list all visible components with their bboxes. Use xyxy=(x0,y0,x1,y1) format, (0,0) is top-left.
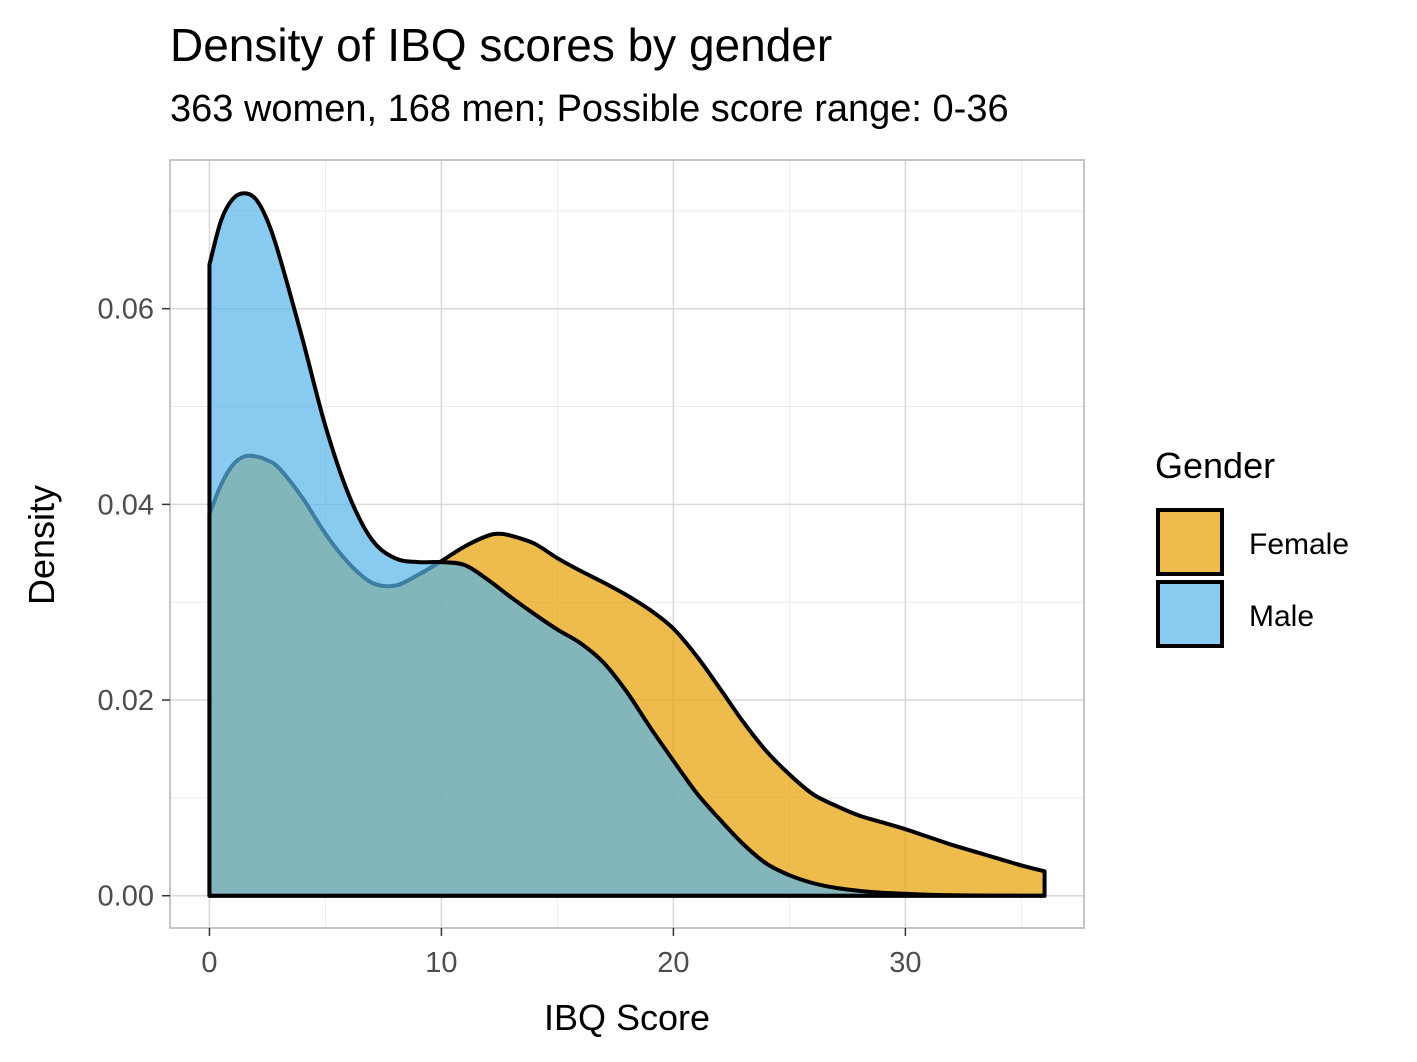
y-axis-title: Density xyxy=(21,485,62,605)
plot-panel-border xyxy=(169,159,1085,929)
x-axis-title: IBQ Score xyxy=(544,997,710,1038)
legend-swatch xyxy=(1156,580,1224,648)
density-area-male xyxy=(207,191,1047,898)
chart-title: Density of IBQ scores by gender xyxy=(170,19,833,71)
legend-item-female: Female xyxy=(1156,508,1349,576)
legend-title: Gender xyxy=(1155,445,1275,486)
density-series xyxy=(207,191,1047,898)
legend-swatch xyxy=(1156,508,1224,576)
legend-item-male: Male xyxy=(1156,580,1314,648)
y-tick-label: 0.04 xyxy=(98,489,154,521)
legend-label: Female xyxy=(1249,528,1349,561)
y-tick-label: 0.02 xyxy=(98,685,154,717)
y-tick-label: 0.00 xyxy=(98,881,154,913)
x-tick-label: 10 xyxy=(425,947,457,979)
legend-label: Male xyxy=(1249,600,1314,633)
y-tick-label: 0.06 xyxy=(98,294,154,326)
x-tick-label: 0 xyxy=(201,947,217,979)
x-tick-label: 20 xyxy=(657,947,689,979)
x-axis: 0 10 20 30 xyxy=(201,928,922,979)
x-tick-label: 30 xyxy=(889,947,921,979)
legend: Gender Female Male xyxy=(1155,445,1349,648)
y-axis: 0.00 0.02 0.04 0.06 xyxy=(98,294,170,913)
chart-subtitle: 363 women, 168 men; Possible score range… xyxy=(170,88,1009,130)
